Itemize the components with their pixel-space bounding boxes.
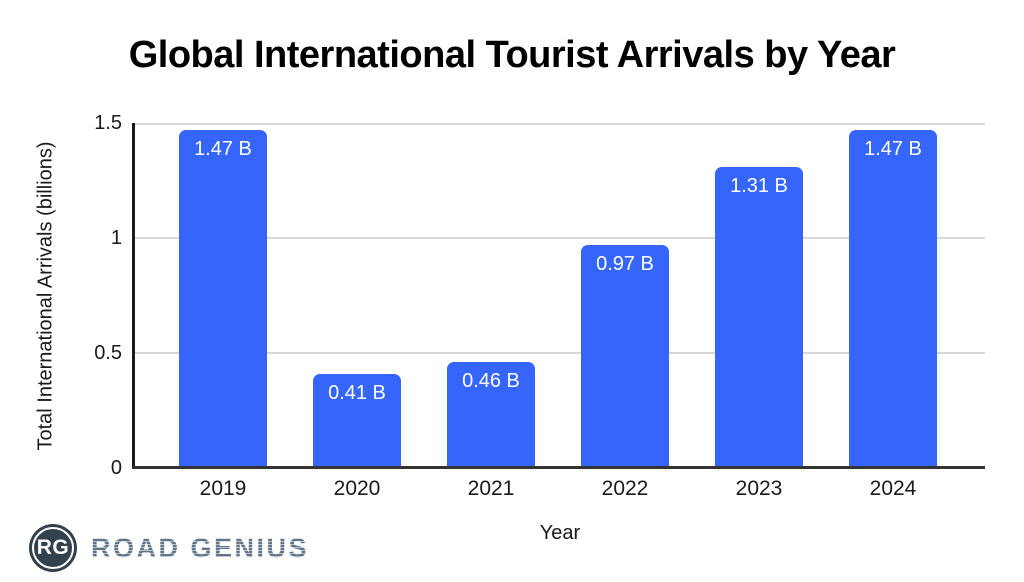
- bar-2024: 1.47 B: [849, 129, 937, 468]
- bar-value-label-2019: 1.47 B: [194, 137, 252, 160]
- bar-2020: 0.41 B: [313, 373, 401, 468]
- y-tick-1: 1: [110, 227, 122, 249]
- x-axis-tick-labels: 2019 2020 2021 2022 2023 2024: [135, 477, 985, 505]
- gridline-0.5: [135, 352, 985, 354]
- x-tick-2019: 2019: [199, 477, 247, 500]
- y-tick-0.5: 0.5: [94, 342, 122, 364]
- bar-value-label-2021: 0.46 B: [462, 370, 520, 393]
- bar-value-label-2024: 1.47 B: [864, 137, 922, 160]
- logo-wordmark: ROAD GENIUS: [91, 532, 310, 563]
- x-tick-2020: 2020: [333, 477, 381, 500]
- bar-2021: 0.46 B: [447, 362, 535, 468]
- gridline-1: [135, 237, 985, 239]
- bar-2023: 1.31 B: [715, 166, 803, 468]
- bar-value-label-2023: 1.31 B: [730, 174, 788, 197]
- chart-title: Global International Tourist Arrivals by…: [128, 34, 896, 76]
- gridline-1.5: [135, 123, 985, 125]
- x-tick-2023: 2023: [735, 477, 783, 500]
- x-axis-line: [132, 466, 985, 469]
- bar-2022: 0.97 B: [581, 244, 669, 468]
- rg-monogram-icon: RG: [29, 524, 77, 572]
- y-tick-1.5: 1.5: [94, 112, 122, 134]
- road-genius-logo: RG ROAD GENIUS: [29, 524, 309, 572]
- rg-monogram-text: RG: [36, 536, 70, 559]
- bar-value-label-2020: 0.41 B: [328, 381, 386, 404]
- y-axis-line: [132, 123, 135, 469]
- x-axis-title: Year: [539, 522, 581, 544]
- y-axis-tick-labels: 0 0.5 1 1.5: [0, 0, 122, 582]
- x-tick-2022: 2022: [601, 477, 649, 500]
- y-tick-0: 0: [110, 457, 122, 479]
- x-tick-2024: 2024: [869, 477, 917, 500]
- bar-2019: 1.47 B: [179, 129, 267, 468]
- rg-monogram-ring: [32, 527, 74, 569]
- bar-value-label-2022: 0.97 B: [596, 252, 654, 275]
- plot-area: 1.47 B 0.41 B 0.46 B 0.97 B 1.31 B 1.47 B: [132, 123, 985, 469]
- x-tick-2021: 2021: [467, 477, 515, 500]
